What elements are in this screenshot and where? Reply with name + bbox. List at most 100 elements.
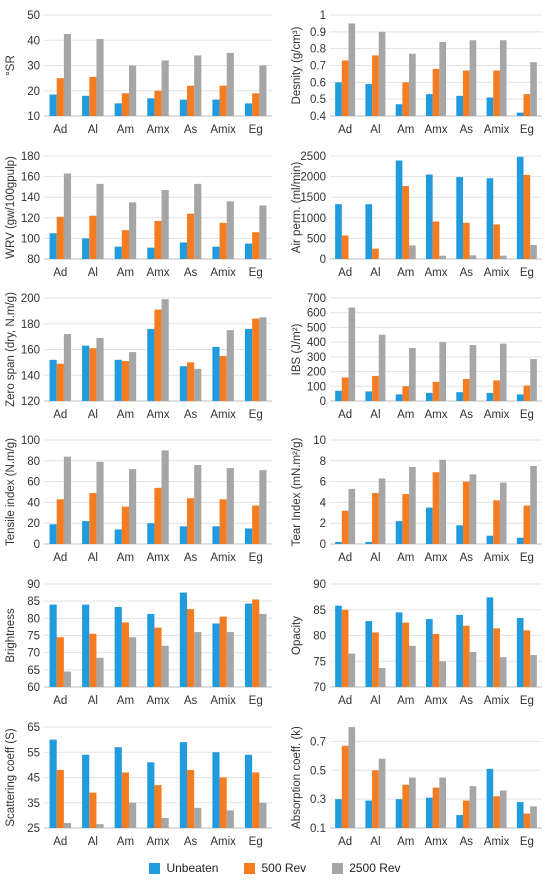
bar-500-rev-ad (341, 235, 349, 259)
y-tick-label: 80 (27, 613, 40, 625)
bar-unbeaten-amx (426, 797, 433, 828)
x-tick-label-eg: Eg (520, 267, 534, 279)
bar-2500-rev-eg (530, 655, 537, 687)
x-tick-label-ad: Ad (53, 267, 67, 279)
y-axis-label: Tear Index (mN.m²/g) (291, 438, 303, 547)
bar-500-rev-amix (219, 616, 227, 687)
y-tick-label: 2 (320, 518, 326, 530)
bar-unbeaten-ad (49, 604, 57, 687)
bar-unbeaten-al (365, 204, 373, 259)
bar-unbeaten-al (82, 95, 90, 116)
y-tick-label: 0.7 (310, 61, 326, 73)
x-tick-label-eg: Eg (249, 836, 263, 848)
y-tick-label: 160 (21, 172, 40, 184)
bar-unbeaten-al (82, 604, 90, 687)
bar-500-rev-amix (219, 85, 227, 116)
y-axis-label: Absorption coeff. (k) (291, 726, 303, 829)
x-tick-label-al: Al (88, 124, 98, 136)
bar-unbeaten-am (114, 607, 122, 687)
y-tick-label: 6 (320, 477, 326, 489)
bar-unbeaten-amix (212, 246, 220, 259)
y-tick-label: 160 (21, 345, 40, 357)
y-axis-label: Zero span (dry, N.m/g) (5, 292, 17, 407)
x-tick-label-am: Am (117, 836, 134, 848)
y-tick-label: 60 (27, 682, 40, 694)
y-axis-label: Tensile index (N.m/g) (5, 438, 17, 546)
chart-3: 80 100 120 140 160 180 WRV (gw/100gpulp) Ad Al Am… (5, 151, 272, 279)
bar-2500-rev-al (378, 31, 386, 116)
bar-unbeaten-al (82, 345, 90, 401)
bar-unbeaten-al (365, 84, 373, 116)
bar-unbeaten-am (114, 103, 122, 116)
bar-2500-rev-ad (348, 653, 356, 687)
x-tick-label-eg: Eg (249, 124, 263, 136)
x-tick-label-amx: Amx (425, 409, 448, 421)
bar-unbeaten-amx (147, 523, 155, 544)
bar-500-rev-ad (56, 769, 64, 828)
bar-unbeaten-amix (486, 97, 494, 116)
y-tick-label: 0.5 (310, 94, 326, 106)
bar-500-rev-amix (219, 499, 227, 544)
bar-2500-rev-as (469, 40, 477, 116)
bar-500-rev-ad (56, 499, 64, 544)
bar-500-rev-am (121, 622, 130, 687)
bar-2500-rev-al (378, 667, 386, 687)
chart-10: 70 75 80 85 90 Opacity Ad Al Am Amx As Amix Eg (291, 579, 542, 707)
bar-unbeaten-ad (335, 204, 342, 259)
bar-500-rev-am (121, 506, 130, 544)
bar-500-rev-eg (252, 505, 260, 544)
bar-2500-rev-al (96, 824, 104, 828)
bar-500-rev-as (186, 769, 195, 828)
x-tick-label-as: As (460, 695, 474, 707)
bar-unbeaten-eg (516, 537, 524, 544)
y-tick-label: 0.4 (310, 111, 327, 123)
y-tick-label: 4 (320, 497, 327, 509)
bar-500-rev-eg (523, 813, 531, 828)
bar-2500-rev-as (194, 807, 202, 828)
x-tick-label-as: As (184, 695, 198, 707)
legend-swatch-unbeaten (149, 862, 161, 874)
y-tick-label: 120 (21, 213, 40, 225)
bar-500-rev-eg (252, 232, 260, 259)
y-tick-label: 65 (27, 722, 40, 734)
bar-500-rev-eg (523, 505, 531, 544)
x-tick-label-am: Am (397, 409, 414, 421)
x-tick-label-amix: Amix (484, 836, 510, 848)
x-tick-label-eg: Eg (249, 695, 263, 707)
x-tick-label-eg: Eg (520, 409, 534, 421)
bar-500-rev-am (121, 230, 130, 259)
y-tick-label: 75 (27, 631, 40, 643)
x-tick-label-amix: Amix (484, 124, 510, 136)
legend-label-unbeaten: Unbeaten (166, 861, 219, 875)
x-tick-label-ad: Ad (338, 267, 352, 279)
bar-500-rev-eg (252, 318, 260, 401)
y-tick-label: 25 (27, 823, 40, 835)
x-tick-label-al: Al (88, 836, 98, 848)
x-tick-label-amx: Amx (425, 552, 448, 564)
x-tick-label-al: Al (88, 409, 98, 421)
bar-500-rev-am (121, 361, 130, 401)
y-tick-label: 500 (307, 233, 326, 245)
bar-unbeaten-am (395, 160, 403, 259)
bar-unbeaten-am (114, 747, 122, 828)
bar-unbeaten-al (82, 238, 90, 259)
bar-unbeaten-amix (486, 392, 494, 401)
bar-unbeaten-am (395, 799, 403, 828)
bar-unbeaten-ad (335, 605, 342, 687)
y-tick-label: 140 (21, 370, 40, 382)
x-tick-label-amix: Amix (484, 409, 510, 421)
y-tick-label: 65 (27, 665, 40, 677)
legend-swatch-500-rev (244, 862, 256, 874)
bar-500-rev-amx (154, 627, 162, 687)
bar-2500-rev-amix (499, 343, 507, 401)
y-tick-label: 0.8 (310, 44, 326, 56)
x-tick-label-eg: Eg (249, 552, 263, 564)
bar-2500-rev-ad (63, 173, 72, 259)
bar-unbeaten-amx (147, 98, 155, 116)
bar-unbeaten-eg (244, 754, 253, 828)
bar-500-rev-al (372, 248, 379, 259)
y-axis-label: °SR (5, 55, 17, 76)
bar-2500-rev-amx (161, 450, 169, 544)
y-tick-label: 2000 (300, 172, 326, 184)
x-tick-label-ad: Ad (53, 124, 67, 136)
